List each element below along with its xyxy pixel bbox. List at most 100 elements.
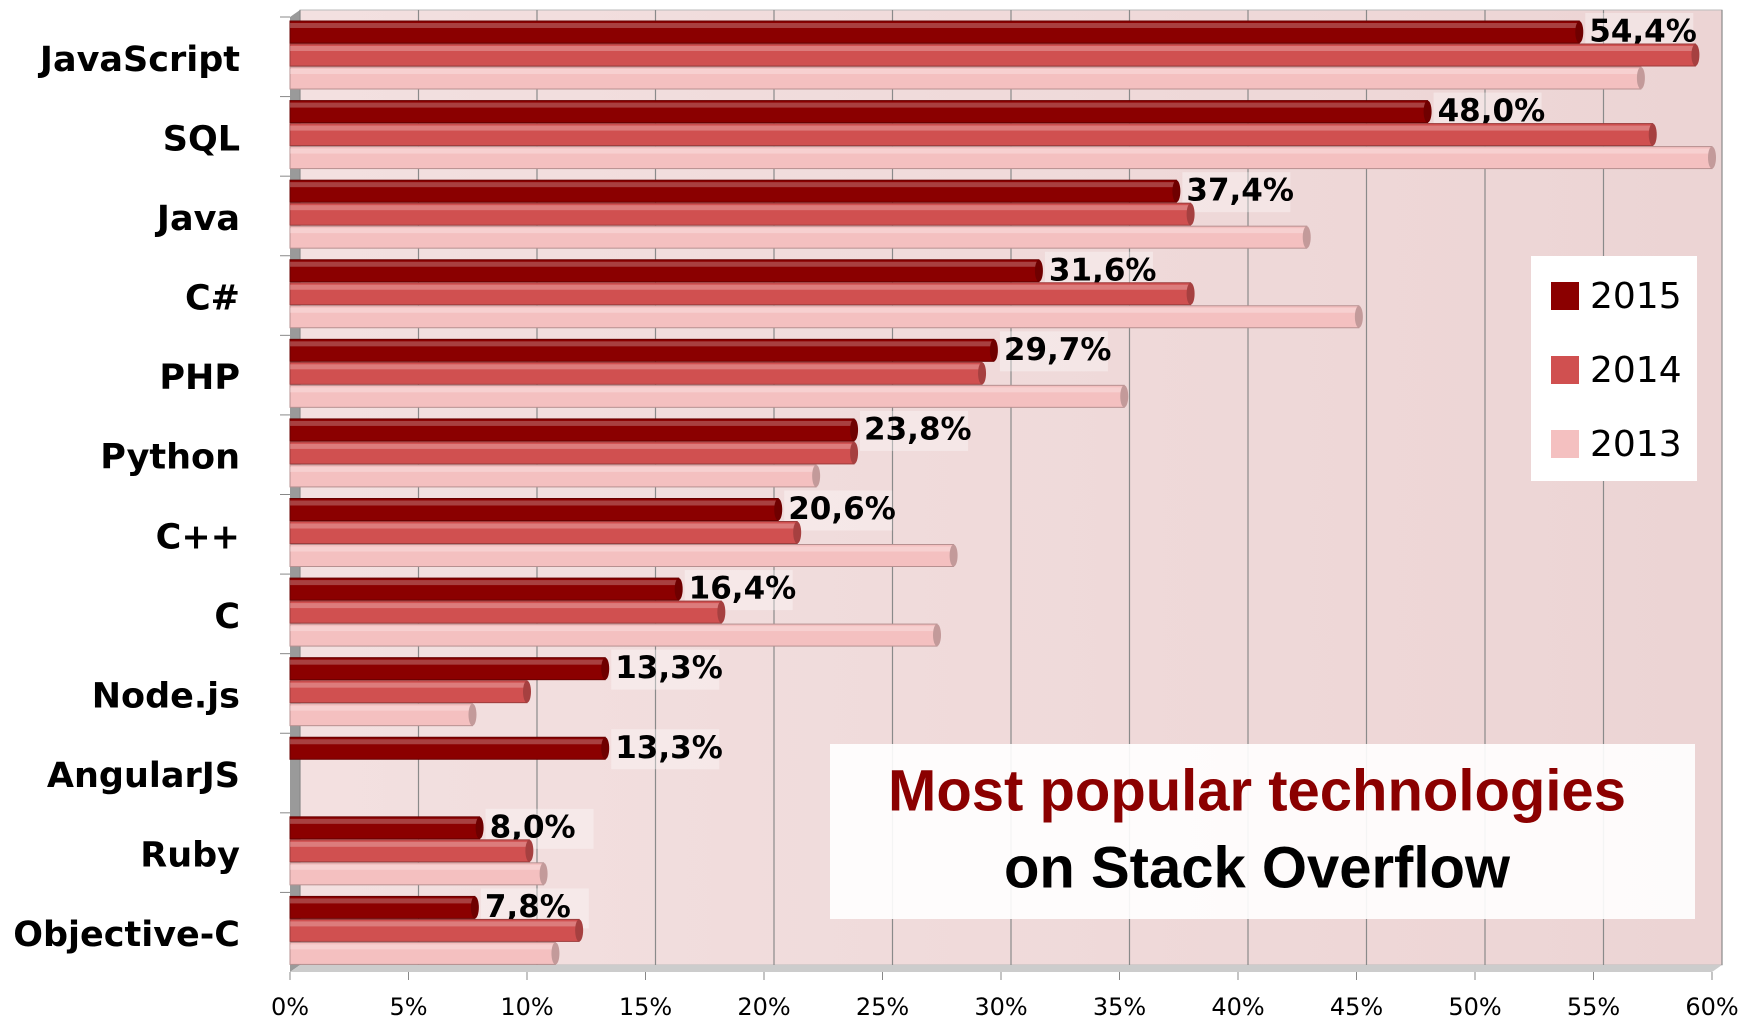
bar-highlight	[290, 603, 722, 609]
bar-highlight	[290, 705, 473, 711]
bar-cap	[468, 703, 477, 726]
floor	[290, 965, 1722, 972]
bar-highlight	[290, 364, 983, 370]
bar-cap	[1423, 100, 1432, 123]
value-label-bg	[784, 490, 893, 531]
bar	[289, 202, 1195, 226]
x-tick-label: 10%	[500, 993, 553, 1021]
bar-cap	[717, 601, 726, 624]
bar	[289, 577, 683, 601]
x-tick-label: 0%	[271, 993, 309, 1021]
value-label: 29,7%	[1004, 332, 1112, 368]
x-tick-label: 45%	[1330, 993, 1383, 1021]
value-label: 13,3%	[615, 730, 723, 766]
bar	[289, 418, 859, 442]
bar-cap	[674, 578, 683, 601]
bar-cap	[1354, 305, 1363, 328]
bar-cap	[774, 498, 783, 521]
bar-highlight	[290, 523, 798, 529]
bar	[289, 703, 477, 727]
y-tick-label: Java	[155, 199, 240, 239]
bar	[289, 498, 783, 521]
bar-highlight	[290, 443, 855, 449]
bar	[289, 862, 548, 886]
x-tick-label: 25%	[856, 993, 909, 1021]
bar	[289, 657, 610, 681]
bar-cap	[812, 464, 821, 487]
value-label: 13,3%	[615, 650, 723, 686]
legend-swatch	[1551, 282, 1579, 310]
title-box	[830, 744, 1695, 919]
bar-highlight	[290, 182, 1177, 188]
bar-cap	[978, 362, 987, 385]
chart-subtitle: on Stack Overflow	[1004, 835, 1511, 900]
bar	[289, 384, 1129, 408]
bar	[289, 66, 1645, 90]
bar	[289, 123, 1657, 147]
bar	[289, 338, 998, 362]
bar-cap	[1636, 67, 1645, 89]
bar-highlight	[290, 682, 527, 688]
bar-highlight	[290, 148, 1712, 154]
value-label-bg	[611, 729, 720, 770]
bar	[289, 441, 859, 465]
bar-highlight	[290, 500, 779, 506]
legend-swatch	[1551, 430, 1579, 458]
legend-label: 2014	[1590, 350, 1682, 391]
y-tick-label: Python	[100, 438, 240, 478]
bar-highlight	[290, 626, 938, 632]
bar-cap	[850, 441, 859, 464]
bar-cap	[933, 624, 942, 647]
bar	[289, 305, 1363, 329]
legend-label: 2015	[1590, 276, 1682, 317]
y-tick-label: PHP	[159, 358, 240, 398]
bar-cap	[989, 339, 998, 362]
bar-highlight	[290, 898, 475, 904]
x-tick-label: 60%	[1685, 993, 1738, 1021]
bar	[289, 179, 1181, 203]
bar	[289, 816, 484, 840]
bar	[289, 361, 987, 385]
value-label: 37,4%	[1186, 173, 1294, 209]
bar-cap	[1691, 44, 1700, 66]
bar-cap	[475, 816, 484, 839]
bar	[289, 600, 726, 624]
y-tick-label: C	[214, 597, 240, 637]
bar-highlight	[290, 228, 1307, 234]
bar-cap	[1575, 21, 1584, 43]
x-tick-label: 15%	[619, 993, 672, 1021]
bar-cap	[601, 737, 610, 760]
bar	[289, 259, 1043, 283]
chart-title: Most popular technologies	[888, 758, 1626, 823]
bar-highlight	[290, 46, 1696, 51]
bar	[289, 225, 1311, 249]
bar-highlight	[290, 546, 954, 552]
bar-highlight	[290, 307, 1359, 313]
y-tick-label: Ruby	[140, 836, 240, 876]
x-tick-label: 40%	[1211, 993, 1264, 1021]
value-label-bg	[860, 410, 969, 451]
bar-cap	[1302, 226, 1311, 249]
bar-highlight	[290, 69, 1641, 74]
value-label-bg	[611, 649, 720, 690]
bar-cap	[1120, 385, 1129, 408]
bar-cap	[470, 896, 479, 919]
bar	[289, 43, 1700, 67]
bar-highlight	[290, 841, 530, 847]
bar	[289, 146, 1716, 170]
x-tick-label: 35%	[1093, 993, 1146, 1021]
legend-label: 2013	[1590, 424, 1682, 465]
y-tick-label: Node.js	[92, 676, 240, 716]
bar-highlight	[290, 102, 1428, 108]
bar-highlight	[290, 921, 580, 927]
bar-highlight	[290, 261, 1039, 267]
legend-swatch	[1551, 356, 1579, 384]
bar-highlight	[290, 205, 1191, 211]
bar-cap	[1708, 146, 1716, 169]
y-tick-label: Objective-C	[13, 915, 240, 955]
bar	[289, 521, 802, 544]
side-wall	[290, 10, 300, 972]
value-label-bg	[999, 331, 1108, 372]
y-tick-label: C#	[185, 279, 240, 319]
